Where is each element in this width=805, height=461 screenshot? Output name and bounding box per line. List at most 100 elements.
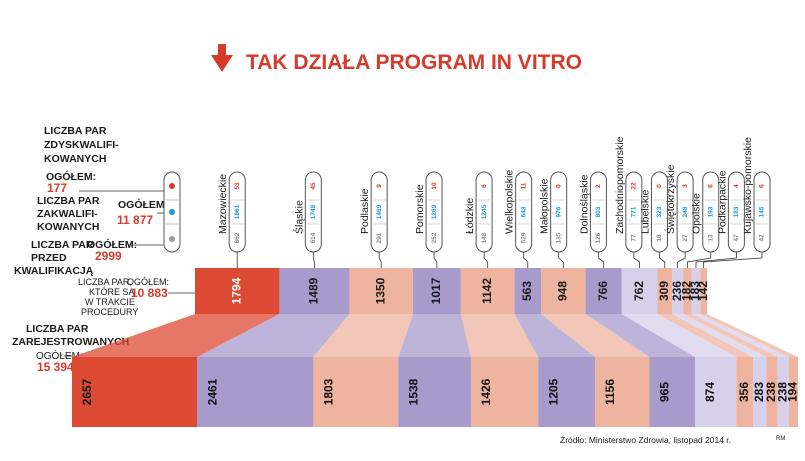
pill-disqualified-dolnoslaskie: 2 bbox=[595, 184, 602, 188]
legend-in-procedure-line-4: PROCEDURY bbox=[81, 307, 138, 317]
pill-before-zachodniopomorskie: 77 bbox=[631, 234, 638, 242]
funnel-connectors bbox=[72, 314, 798, 357]
pill-disqualified-opolskie: 6 bbox=[707, 184, 714, 188]
registered-value-malopolskie: 1156 bbox=[603, 379, 617, 405]
pill-qualified-slaskie: 1748 bbox=[310, 204, 317, 219]
legend-in-procedure-total-label: OGÓŁEM: bbox=[127, 277, 169, 287]
in-procedure-value-podkarpackie: 183 bbox=[688, 281, 702, 301]
in-procedure-value-wielkopolskie: 563 bbox=[520, 281, 534, 301]
pill-disqualified-lodzkie: 6 bbox=[481, 184, 488, 188]
pill-before-malopolskie: 135 bbox=[555, 232, 562, 243]
registered-bar-swietokrzyskie bbox=[753, 357, 767, 427]
legend-disqualified-total-label: OGÓŁEM: bbox=[46, 170, 96, 183]
pill-qualified-podkarpackie: 183 bbox=[733, 206, 740, 217]
pill-connector-malopolskie bbox=[558, 252, 564, 268]
registered-value-zachodniopomorskie: 874 bbox=[703, 382, 717, 402]
in-procedure-bar-zachodniopomorskie bbox=[621, 268, 658, 314]
pill-connector-pomorskie bbox=[433, 252, 438, 268]
registered-value-kujawsko-pomorskie: 194 bbox=[786, 382, 800, 402]
pill-before-kujawsko-pomorskie: 42 bbox=[759, 234, 766, 242]
pill-disqualified-zachodniopomorskie: 22 bbox=[631, 182, 638, 190]
pill-opolskie: 6 193 13 Opolskie bbox=[687, 171, 720, 268]
legend-disqualified-line-2: ZDYSKWALIFI- bbox=[44, 139, 119, 151]
pill-qualified-podlaskie: 1469 bbox=[376, 204, 383, 219]
legend-registered-total-label: OGÓŁEM: bbox=[36, 349, 83, 362]
legend-qualified-line-1: LICZBA PAR bbox=[37, 195, 100, 207]
region-name-mazowieckie: Mazowieckie bbox=[217, 174, 229, 234]
legend-dot-red bbox=[169, 183, 175, 189]
pill-connector-slaskie bbox=[312, 252, 315, 268]
pill-malopolskie: 0 976 135 Małopolskie bbox=[539, 171, 568, 268]
pill-before-mazowieckie: 662 bbox=[234, 232, 241, 243]
pill-qualified-mazowieckie: 1861 bbox=[234, 204, 241, 219]
in-procedure-value-kujawsko-pomorskie: 142 bbox=[696, 281, 710, 301]
legend-registered-total: 15 394 bbox=[37, 360, 74, 374]
in-procedure-bar-lubelskie bbox=[657, 268, 673, 314]
pill-disqualified-wielkopolskie: 11 bbox=[520, 182, 527, 189]
funnel-mazowieckie bbox=[72, 314, 280, 357]
legend-in-procedure-line-2: KTÓRE SĄ bbox=[89, 287, 136, 297]
legend-before-line-1: LICZBA PAR bbox=[31, 239, 94, 251]
registered-bar-opolskie bbox=[766, 357, 778, 427]
pill-connector-zachodniopomorskie bbox=[633, 252, 640, 268]
pill-disqualified-pomorskie: 10 bbox=[431, 182, 438, 190]
pill-connector-lodzkie bbox=[483, 252, 489, 268]
legend-in-procedure-line-1: LICZBA PAR, bbox=[78, 277, 132, 287]
pill-disqualified-mazowieckie: 53 bbox=[234, 182, 241, 190]
registered-bar-podlaskie bbox=[313, 357, 399, 427]
down-arrow-icon bbox=[211, 44, 233, 72]
in-procedure-bars: 1794 1489 1350 1017 1142 563 948 766 762 30923618… bbox=[195, 268, 710, 314]
in-procedure-value-pomorskie: 1017 bbox=[429, 277, 443, 304]
legend-in-procedure-line-3: W TRAKCIE bbox=[85, 297, 135, 307]
pill-pomorskie: 10 1269 252 Pomorskie bbox=[414, 171, 443, 268]
pill-disqualified-lubelskie: 0 bbox=[656, 184, 663, 188]
legend-dot-grey bbox=[169, 236, 175, 242]
funnel-pomorskie bbox=[398, 314, 471, 357]
pill-connector-dolnoslaskie bbox=[598, 252, 605, 268]
registered-bar-malopolskie bbox=[595, 357, 650, 427]
in-procedure-value-lubelskie: 309 bbox=[657, 281, 671, 301]
in-procedure-value-slaskie: 1489 bbox=[307, 277, 321, 304]
region-name-kujawsko-pomorskie: Kujawsko-pomorskie bbox=[742, 137, 754, 234]
pill-qualified-lubelskie: 323 bbox=[656, 206, 663, 217]
registered-value-lodzkie: 1426 bbox=[479, 378, 493, 405]
legend-before-line-2: PRZED bbox=[31, 252, 67, 264]
in-procedure-bar-slaskie bbox=[279, 268, 350, 314]
legend-before-total: 2999 bbox=[95, 249, 122, 263]
in-procedure-value-malopolskie: 948 bbox=[555, 281, 569, 301]
registered-value-pomorskie: 1538 bbox=[407, 378, 421, 405]
registered-value-slaskie: 2461 bbox=[205, 378, 219, 405]
pill-before-slaskie: 614 bbox=[310, 232, 317, 243]
legend-in-procedure: LICZBA PAR, KTÓRE SĄ W TRAKCIE PROCEDURY… bbox=[78, 277, 195, 317]
registered-bars: 2657 2461 1803 1538 1426 1205 1156 965 874 356 283… bbox=[72, 357, 800, 427]
in-procedure-value-dolnoslaskie: 766 bbox=[596, 281, 610, 301]
registered-value-podkarpackie: 238 bbox=[775, 382, 789, 402]
legend-qualified-line-2: ZAKWALIFI- bbox=[37, 208, 98, 220]
legend-disqualified-line-1: LICZBA PAR bbox=[44, 125, 107, 137]
pill-connector-lubelskie bbox=[659, 252, 666, 268]
in-procedure-bar-pomorskie bbox=[412, 268, 461, 314]
legend-registered-line-2: ZAREJESTROWANYCH bbox=[12, 336, 129, 348]
pill-before-swietokrzyskie: 27 bbox=[682, 234, 689, 242]
legend-qualified-total-label: OGÓŁEM: bbox=[118, 198, 168, 211]
region-name-podkarpackie: Podkarpackie bbox=[716, 170, 728, 234]
in-procedure-bar-podkarpackie bbox=[691, 268, 701, 314]
in-procedure-bar-kujawsko-pomorskie bbox=[700, 268, 707, 314]
registered-bar-wielkopolskie bbox=[538, 357, 596, 427]
pill-connector-opolskie bbox=[687, 252, 712, 268]
registered-bar-lubelskie bbox=[736, 357, 754, 427]
registered-value-podlaskie: 1803 bbox=[322, 378, 336, 405]
legend-disqualified: LICZBA PAR ZDYSKWALIFI- KOWANYCH OGÓŁEM:… bbox=[44, 125, 164, 195]
pill-qualified-malopolskie: 976 bbox=[555, 206, 562, 217]
pill-disqualified-kujawsko-pomorskie: 6 bbox=[759, 184, 766, 188]
registered-value-wielkopolskie: 1205 bbox=[546, 378, 560, 405]
in-procedure-bar-malopolskie bbox=[541, 268, 586, 314]
registered-value-lubelskie: 356 bbox=[737, 382, 751, 402]
pill-disqualified-podkarpackie: 4 bbox=[733, 184, 740, 188]
pill-disqualified-slaskie: 45 bbox=[310, 182, 317, 190]
funnel-kujawsko-pomorskie bbox=[700, 314, 798, 357]
source-note: Źródło: Ministerstwo Zdrowia, listopad 2… bbox=[560, 435, 731, 445]
funnel-lubelskie bbox=[657, 314, 754, 357]
pill-podlaskie: 9 1469 291 Podlaskie bbox=[359, 171, 388, 268]
